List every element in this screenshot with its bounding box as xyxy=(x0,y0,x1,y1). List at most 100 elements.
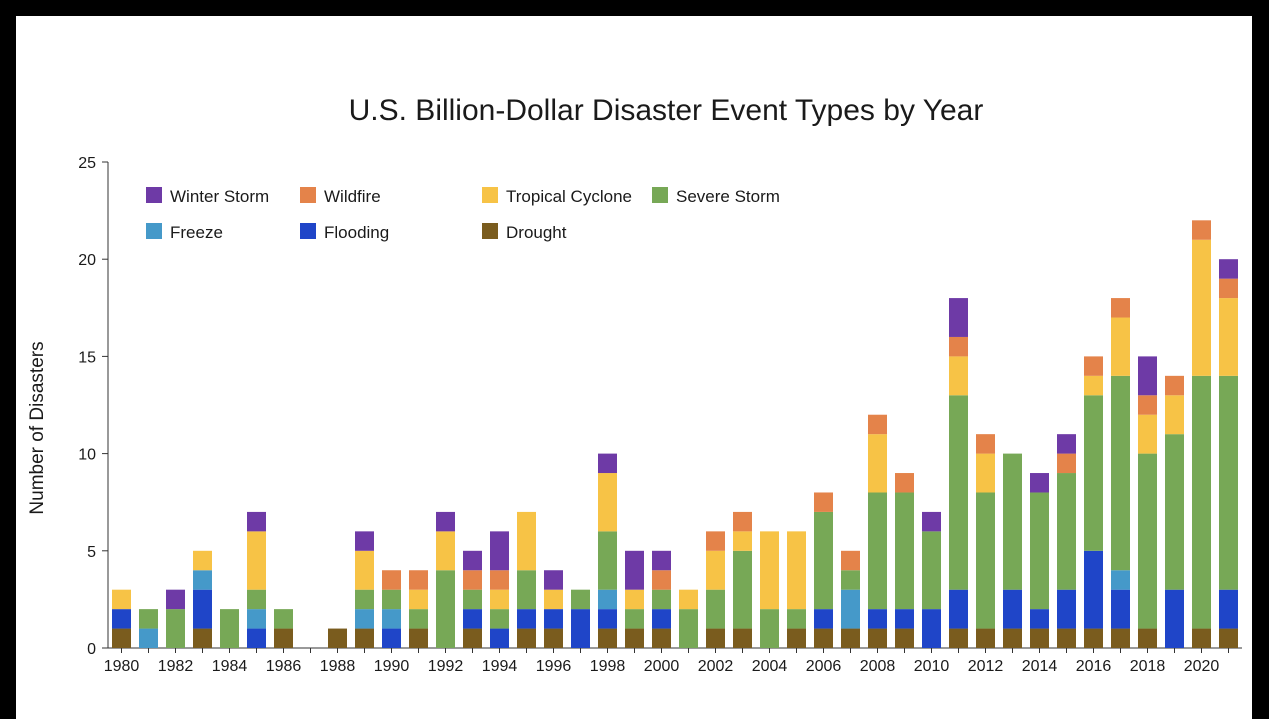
bar-segment-drought xyxy=(733,628,752,648)
bar-segment-freeze xyxy=(382,609,401,629)
bar-segment-drought xyxy=(1192,628,1211,648)
bar-segment-flooding xyxy=(598,609,617,629)
bar-segment-winter-storm xyxy=(652,550,671,571)
legend-swatch xyxy=(482,187,498,203)
bar-segment-severe-storm xyxy=(949,395,968,590)
bar-segment-tropical-cyclone xyxy=(193,550,212,571)
bar-segment-severe-storm xyxy=(1057,473,1076,590)
bar-segment-flooding xyxy=(193,589,212,629)
bar-segment-wildfire xyxy=(949,336,968,357)
x-tick-label: 1994 xyxy=(482,658,518,675)
bar-segment-winter-storm xyxy=(490,531,509,571)
x-tick-label: 2018 xyxy=(1130,658,1166,675)
bar-segment-flooding xyxy=(1219,589,1238,629)
legend-swatch xyxy=(146,187,162,203)
bar-segment-flooding xyxy=(922,609,941,648)
bar-segment-freeze xyxy=(247,609,266,629)
bar-segment-wildfire xyxy=(814,492,833,512)
y-tick-label: 5 xyxy=(87,544,96,561)
legend-label: Severe Storm xyxy=(676,187,780,206)
bar-segment-drought xyxy=(1057,628,1076,648)
bar-segment-severe-storm xyxy=(382,589,401,610)
bar-segment-freeze xyxy=(598,589,617,610)
x-tick-label: 2000 xyxy=(644,658,680,675)
bar-segment-winter-storm xyxy=(598,453,617,474)
chart-canvas: U.S. Billion-Dollar Disaster Event Types… xyxy=(27,94,1242,675)
bar-segment-flooding xyxy=(895,609,914,629)
bar-segment-wildfire xyxy=(733,511,752,532)
legend-swatch xyxy=(146,223,162,239)
bar-segment-tropical-cyclone xyxy=(247,531,266,590)
bar-segment-tropical-cyclone xyxy=(1165,395,1184,435)
y-axis-label: Number of Disasters xyxy=(27,341,48,514)
bar-segment-winter-storm xyxy=(463,550,482,571)
bar-segment-severe-storm xyxy=(895,492,914,610)
bar-segment-drought xyxy=(868,628,887,648)
bar-segment-flooding xyxy=(1030,609,1049,629)
bar-segment-wildfire xyxy=(382,570,401,590)
x-tick-label: 2006 xyxy=(806,658,842,675)
bar-segment-tropical-cyclone xyxy=(1192,239,1211,376)
bar-segment-drought xyxy=(544,628,563,648)
bar-segment-severe-storm xyxy=(1138,453,1157,629)
bar-segment-tropical-cyclone xyxy=(949,356,968,396)
bar-segment-drought xyxy=(706,628,725,648)
bar-segment-flooding xyxy=(517,609,536,629)
bar-segment-severe-storm xyxy=(463,589,482,610)
x-tick-label: 2008 xyxy=(860,658,896,675)
bar-segment-wildfire xyxy=(1219,278,1238,299)
bar-segment-severe-storm xyxy=(868,492,887,610)
bar-segment-winter-storm xyxy=(166,589,185,610)
bar-segment-tropical-cyclone xyxy=(868,434,887,493)
bar-segment-flooding xyxy=(868,609,887,629)
bar-segment-freeze xyxy=(193,570,212,590)
bar-segment-severe-storm xyxy=(247,589,266,610)
x-tick-label: 1988 xyxy=(320,658,356,675)
bar-segment-tropical-cyclone xyxy=(679,589,698,610)
bar-segment-flooding xyxy=(949,589,968,629)
bar-segment-severe-storm xyxy=(490,609,509,629)
bar-segment-winter-storm xyxy=(1030,473,1049,493)
bar-segment-severe-storm xyxy=(1165,434,1184,590)
bar-segment-drought xyxy=(598,628,617,648)
bar-segment-winter-storm xyxy=(1138,356,1157,396)
bar-segment-flooding xyxy=(571,609,590,648)
bar-segment-flooding xyxy=(382,628,401,648)
x-tick-label: 1980 xyxy=(104,658,140,675)
chart-frame: U.S. Billion-Dollar Disaster Event Types… xyxy=(16,16,1252,719)
x-tick-label: 1990 xyxy=(374,658,410,675)
bar-segment-drought xyxy=(193,628,212,648)
bar-segment-drought xyxy=(841,628,860,648)
bar-segment-freeze xyxy=(1111,570,1130,590)
x-tick-label: 1996 xyxy=(536,658,572,675)
x-tick-label: 2004 xyxy=(752,658,788,675)
bar-segment-tropical-cyclone xyxy=(625,589,644,610)
bar-segment-tropical-cyclone xyxy=(112,589,131,610)
bar-segment-wildfire xyxy=(976,434,995,454)
bar-segment-severe-storm xyxy=(436,570,455,648)
x-tick-label: 1984 xyxy=(212,658,248,675)
x-tick-label: 2014 xyxy=(1022,658,1058,675)
bar-segment-wildfire xyxy=(1057,453,1076,474)
bar-segment-severe-storm xyxy=(679,609,698,648)
bar-segment-severe-storm xyxy=(598,531,617,590)
bar-segment-flooding xyxy=(814,609,833,629)
bar-segment-tropical-cyclone xyxy=(436,531,455,571)
bar-segment-winter-storm xyxy=(1057,434,1076,454)
bar-segment-severe-storm xyxy=(841,570,860,590)
bar-segment-tropical-cyclone xyxy=(544,589,563,610)
bar-segment-winter-storm xyxy=(247,511,266,532)
bar-segment-severe-storm xyxy=(139,609,158,629)
x-tick-label: 1982 xyxy=(158,658,194,675)
y-tick-label: 0 xyxy=(87,641,96,658)
bar-segment-severe-storm xyxy=(787,609,806,629)
bar-segment-winter-storm xyxy=(355,531,374,551)
y-tick-label: 15 xyxy=(78,349,96,366)
y-tick-label: 10 xyxy=(78,447,96,464)
y-tick-label: 20 xyxy=(78,252,96,269)
bar-segment-severe-storm xyxy=(814,511,833,610)
x-tick-label: 2020 xyxy=(1184,658,1220,675)
bar-segment-severe-storm xyxy=(733,550,752,629)
x-tick-label: 1992 xyxy=(428,658,464,675)
bar-segment-severe-storm xyxy=(166,609,185,648)
